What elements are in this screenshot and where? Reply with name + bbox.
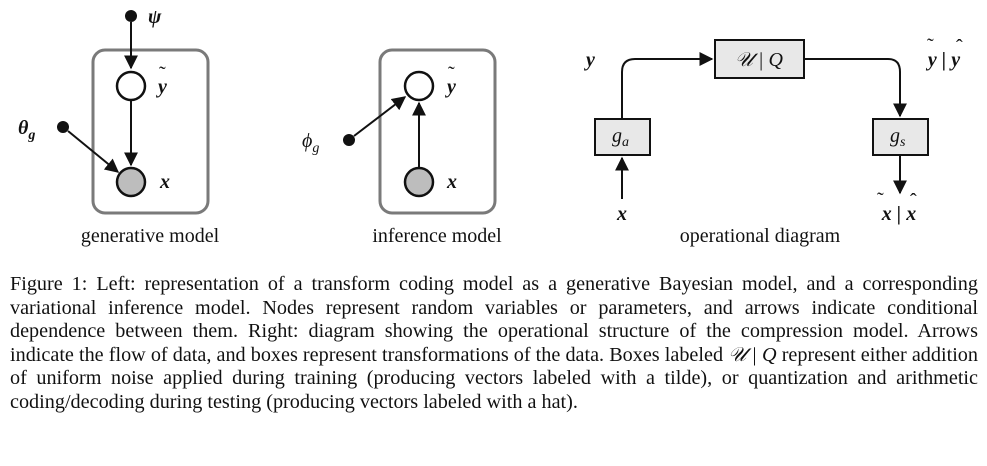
- output-top-tilde: ˜: [927, 35, 934, 57]
- output-top-label: y | y: [926, 49, 960, 71]
- caption-text-part1: Left: representation of a transform codi…: [10, 273, 978, 366]
- uq-box-label: 𝒰 | Q: [735, 49, 783, 71]
- output-bottom-label: x | x: [881, 203, 916, 225]
- gs-box-label: gs: [890, 125, 906, 150]
- x-label: x: [446, 171, 457, 193]
- caption-symbol: 𝒰 | Q: [728, 343, 777, 366]
- ytilde-node: [403, 70, 435, 102]
- inference-plate: [378, 48, 497, 215]
- operational-diagram-panel: y 𝒰 | Q ga gs y | y ˜ ˆ x x | x ˜ ˆ oper…: [584, 35, 963, 247]
- input-y-label: y: [584, 49, 595, 71]
- inference-model-label: inference model: [372, 225, 502, 247]
- gs-box: [872, 118, 929, 156]
- generative-model-panel: ψ y ˜ θg x generative model: [18, 6, 220, 247]
- theta-to-x-arrow: [67, 130, 120, 173]
- ytilde-label: y: [156, 76, 167, 98]
- psi-node: [125, 10, 137, 22]
- x-node-observed: [115, 166, 147, 198]
- psi-label: ψ: [148, 6, 162, 28]
- ytilde-label: y: [445, 76, 456, 98]
- ytilde-tilde: ˜: [159, 63, 166, 85]
- input-x-label: x: [616, 203, 627, 225]
- x-label: x: [159, 171, 170, 193]
- caption-text-part2: represent either addition of uniform noi…: [10, 343, 978, 413]
- ga-box-label: ga: [612, 125, 629, 150]
- ytilde-tilde: ˜: [448, 63, 455, 85]
- x-node-observed: [403, 166, 435, 198]
- phi-node: [343, 134, 355, 146]
- figure-caption: Figure 1: Left: representation of a tran…: [10, 273, 978, 415]
- output-bottom-hat: ˆ: [910, 190, 917, 212]
- uq-to-gs-arrow: [804, 58, 907, 118]
- output-bottom-tilde: ˜: [877, 189, 884, 211]
- generative-model-label: generative model: [81, 225, 220, 247]
- ga-to-uq-arrow: [621, 52, 714, 119]
- ytilde-node: [115, 70, 147, 102]
- operational-diagram-label: operational diagram: [680, 225, 841, 247]
- figure-number: Figure 1:: [10, 273, 88, 295]
- output-top-hat: ˆ: [956, 36, 963, 58]
- theta-label: θg: [18, 117, 35, 143]
- phi-to-y-arrow: [353, 96, 407, 137]
- figure-diagram: ψ y ˜ θg x generative model y ˜ ϕg x inf…: [18, 6, 963, 247]
- phi-label: ϕg: [302, 130, 319, 156]
- inference-model-panel: y ˜ ϕg x inference model: [302, 48, 502, 247]
- generative-plate: [91, 48, 210, 215]
- uq-box: [714, 39, 805, 79]
- theta-node: [57, 121, 69, 133]
